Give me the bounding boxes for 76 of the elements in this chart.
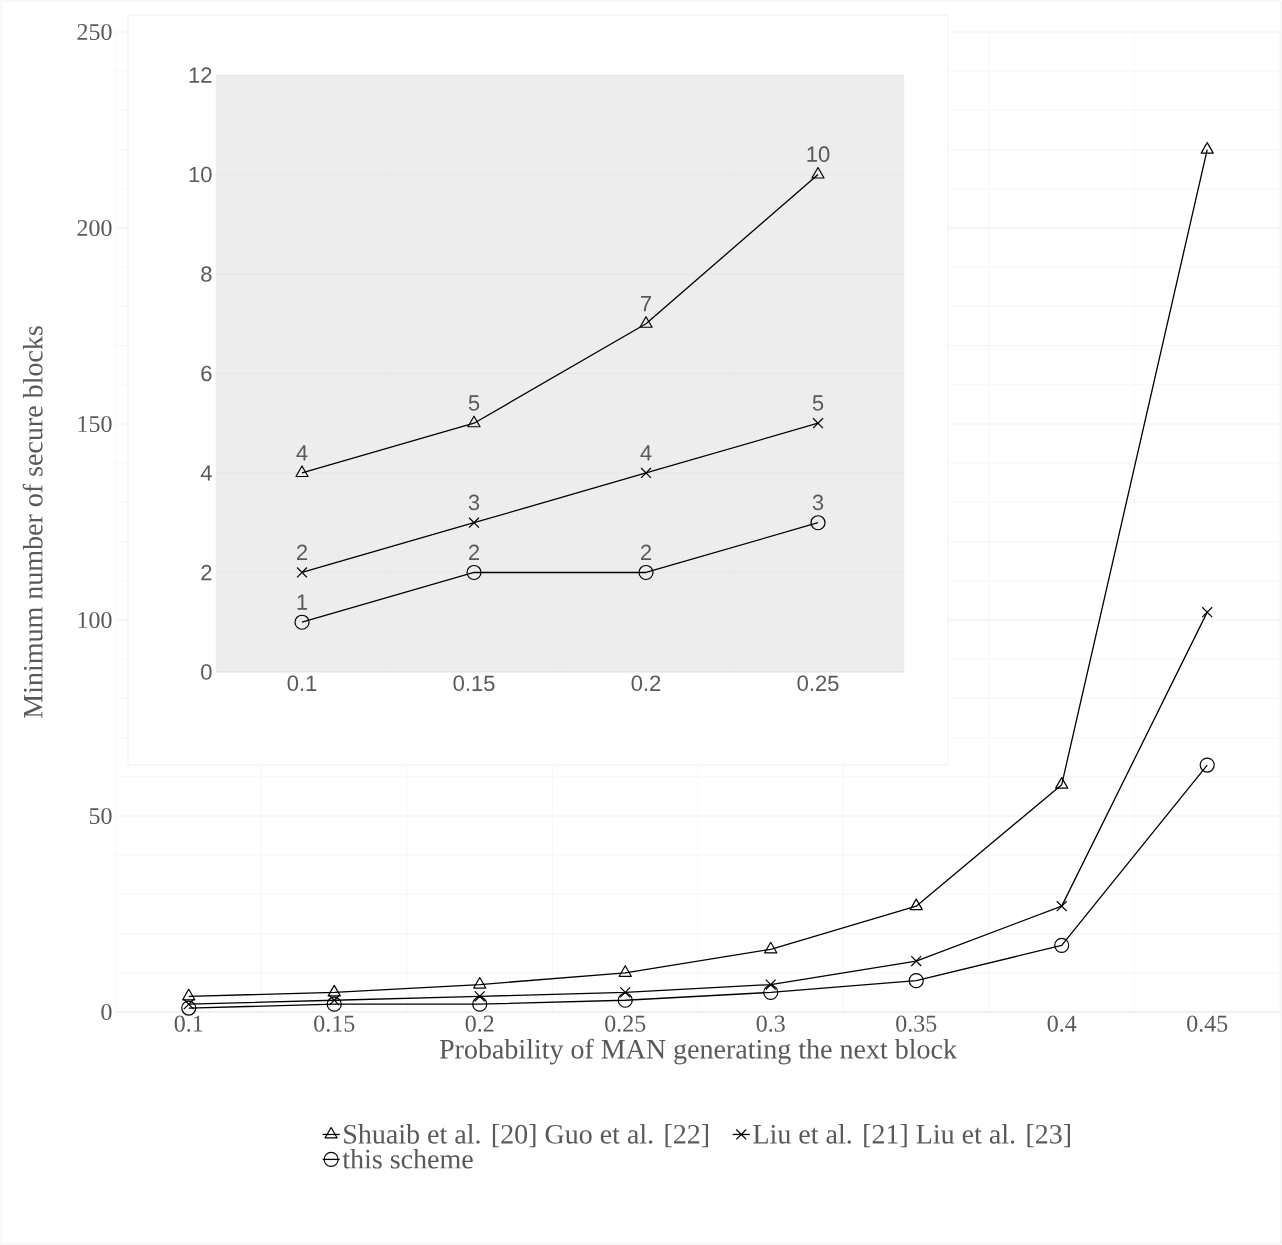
data-label: 7 [641, 296, 652, 312]
point [474, 990, 486, 1002]
legend-label: Shuaib et al. [20] Guo et al. [22] [344, 1124, 709, 1148]
point [618, 965, 632, 977]
data-label: 2 [469, 544, 480, 560]
point [619, 986, 631, 998]
x-tick-label: 0.2 [465, 1015, 494, 1032]
data-label: 4 [640, 445, 652, 461]
point [617, 992, 633, 1008]
point [812, 417, 824, 429]
x-axis-title: Probability of MAN generating the next block [439, 1038, 957, 1065]
point [640, 467, 652, 479]
point [295, 465, 309, 478]
x-tick-label: 0.3 [756, 1015, 785, 1032]
y-tick-label: 0 [201, 664, 212, 680]
y-tick-label: 6 [201, 365, 212, 382]
x-tick-label: 0.15 [453, 675, 495, 692]
point [472, 996, 488, 1012]
y-tick-label: 8 [201, 266, 212, 282]
data-label: 2 [641, 544, 652, 560]
y-tick-label: 10 [189, 166, 212, 183]
point [810, 515, 826, 531]
point [1055, 777, 1069, 789]
point [296, 566, 308, 579]
legend-label: Liu et al. [21] Liu et al. [23] [753, 1124, 1070, 1148]
point [294, 614, 310, 630]
y-tick-label: 12 [189, 67, 212, 83]
y-tick-label: 2 [201, 564, 212, 581]
x-tick-label: 0.1 [287, 675, 317, 692]
point [468, 517, 480, 529]
point [1199, 757, 1215, 773]
data-label: 2 [297, 544, 308, 560]
y-tick-label: 0 [101, 1003, 112, 1021]
point [473, 976, 487, 989]
point [1054, 937, 1070, 953]
y-tick-label: 50 [89, 807, 112, 825]
x-tick-label: 0.25 [797, 675, 839, 692]
data-label: 1 [297, 594, 308, 610]
point [909, 898, 923, 911]
x-tick-label: 0.35 [896, 1015, 937, 1032]
y-tick-label: 250 [77, 23, 112, 41]
point [1201, 606, 1213, 618]
point [182, 988, 196, 1001]
point [638, 564, 654, 581]
point [639, 316, 653, 328]
point [763, 984, 779, 1000]
y-tick-label: 100 [78, 611, 112, 629]
point [181, 1000, 197, 1016]
data-label: 5 [812, 395, 824, 411]
x-tick-label: 0.25 [605, 1015, 646, 1032]
x-tick-label: 0.15 [314, 1015, 355, 1032]
point [765, 979, 777, 991]
x-tick-label: 0.45 [1187, 1015, 1228, 1032]
data-label: 3 [468, 494, 480, 511]
x-tick-label: 0.4 [1047, 1015, 1077, 1032]
point [908, 973, 924, 989]
legend-label: this scheme [342, 1148, 473, 1169]
point [466, 564, 482, 581]
point [326, 996, 342, 1012]
x-tick-label: 0.2 [631, 675, 661, 692]
point [811, 166, 825, 179]
data-label: 10 [807, 146, 830, 162]
y-tick-label: 4 [200, 465, 212, 481]
y-tick-label: 200 [77, 219, 112, 237]
point [467, 415, 481, 428]
point [1056, 900, 1068, 912]
data-label: 5 [468, 395, 480, 411]
point [1200, 141, 1214, 154]
y-tick-label: 150 [78, 415, 112, 433]
point [910, 955, 922, 967]
point [327, 984, 341, 997]
x-tick-label: 0.1 [174, 1015, 203, 1032]
y-axis-title: Minimum number of secure blocks [22, 326, 43, 718]
data-label: 4 [296, 445, 308, 461]
data-label: 3 [812, 494, 824, 511]
point [764, 941, 778, 954]
